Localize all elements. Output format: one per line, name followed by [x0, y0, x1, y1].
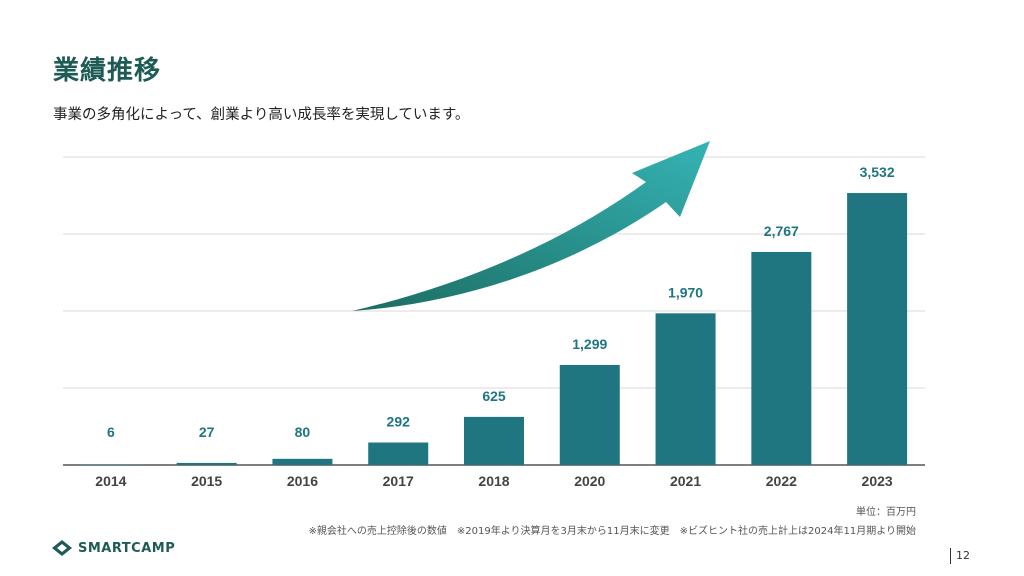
x-tick-2014: 2014 [95, 473, 126, 489]
value-label-2015: 27 [199, 424, 215, 440]
bar-2016 [272, 458, 333, 465]
value-label-2022: 2,767 [764, 223, 799, 239]
bar-2018 [464, 416, 524, 465]
x-tick-2018: 2018 [478, 473, 509, 489]
x-tick-2017: 2017 [383, 473, 414, 489]
value-label-2020: 1,299 [572, 336, 607, 352]
x-tick-2016: 2016 [287, 473, 318, 489]
footnote: ※親会社への売上控除後の数値 ※2019年より決算月を3月末から11月末に変更 … [308, 526, 916, 537]
value-label-2016: 80 [295, 424, 311, 440]
bar-2015 [176, 462, 237, 465]
growth-arrow [352, 141, 710, 311]
page-subtitle: 事業の多角化によって、創業より高い成長率を実現しています。 [53, 107, 470, 123]
value-labels: 6 27 80 292 625 1,299 1,970 2,767 3,532 [107, 164, 895, 440]
x-tick-2015: 2015 [191, 473, 222, 489]
page-number: 12 [950, 548, 970, 564]
x-tick-2021: 2021 [670, 473, 701, 489]
value-label-2021: 1,970 [668, 284, 703, 300]
bar-2023 [847, 193, 908, 465]
x-tick-2022: 2022 [766, 473, 797, 489]
value-label-2017: 292 [387, 414, 411, 430]
logo-mark-icon [52, 540, 72, 556]
value-label-2014: 6 [107, 424, 115, 440]
logo-text: SMARTCAMP [78, 540, 176, 556]
x-tick-2020: 2020 [574, 473, 605, 489]
bar-2017 [368, 442, 429, 465]
bar-2022 [751, 251, 812, 465]
growth-arrow-icon [352, 141, 710, 311]
company-logo: SMARTCAMP [52, 540, 175, 556]
bar-2021 [655, 313, 716, 465]
bars [80, 193, 908, 466]
bar-2020 [559, 364, 620, 465]
bar-2014 [80, 464, 141, 466]
unit-note: 単位：百万円 [856, 507, 916, 518]
x-tick-labels: 2014 2015 2016 2017 2018 2020 2021 2022 2023 [95, 473, 893, 489]
value-label-2023: 3,532 [860, 164, 895, 180]
x-tick-2023: 2023 [862, 473, 893, 489]
page-title: 業績推移 [53, 56, 162, 86]
value-label-2018: 625 [482, 388, 506, 404]
